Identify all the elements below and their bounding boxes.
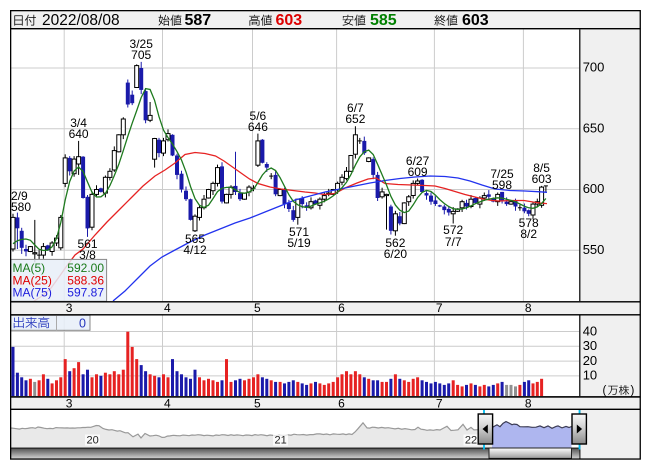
svg-text:7: 7 [436, 301, 443, 315]
svg-text:700: 700 [583, 60, 605, 75]
svg-text:571: 571 [289, 225, 309, 239]
svg-text:650: 650 [583, 121, 605, 136]
svg-text:4: 4 [164, 301, 171, 315]
svg-text:4/12: 4/12 [183, 243, 207, 257]
svg-text:8: 8 [525, 397, 532, 411]
svg-text:20: 20 [86, 435, 98, 447]
svg-text:565: 565 [185, 232, 205, 246]
svg-text:6: 6 [338, 397, 345, 411]
svg-text:MA(25): MA(25) [13, 274, 52, 288]
svg-text:0: 0 [79, 316, 86, 330]
svg-text:3/25: 3/25 [130, 37, 154, 51]
svg-text:22: 22 [465, 435, 477, 447]
svg-text:5/19: 5/19 [287, 236, 311, 250]
svg-text:6/7: 6/7 [347, 101, 364, 115]
svg-text:7/7: 7/7 [445, 235, 462, 249]
svg-text:30: 30 [583, 338, 597, 353]
svg-text:(: ( [603, 385, 607, 397]
svg-text:562: 562 [385, 236, 405, 250]
svg-text:5/6: 5/6 [250, 109, 267, 123]
svg-text:21: 21 [274, 435, 286, 447]
svg-text:592.00: 592.00 [67, 261, 104, 275]
svg-text:578: 578 [519, 216, 539, 230]
svg-text:3/8: 3/8 [79, 248, 96, 262]
svg-text:603: 603 [462, 12, 489, 29]
svg-text:3: 3 [66, 397, 73, 411]
svg-text:646: 646 [248, 120, 268, 134]
svg-text:20: 20 [583, 353, 597, 368]
svg-text:40: 40 [583, 323, 597, 338]
svg-text:4: 4 [164, 397, 171, 411]
svg-text:6/20: 6/20 [384, 247, 408, 261]
svg-text:3: 3 [66, 301, 73, 315]
svg-text:8: 8 [525, 301, 532, 315]
svg-text:): ) [631, 385, 635, 397]
svg-text:2022/08/08: 2022/08/08 [42, 12, 120, 29]
svg-text:652: 652 [345, 112, 365, 126]
svg-text:597.87: 597.87 [67, 286, 104, 300]
svg-text:6/27: 6/27 [406, 154, 430, 168]
svg-text:600: 600 [583, 181, 605, 196]
svg-text:603: 603 [532, 172, 552, 186]
svg-text:3/4: 3/4 [70, 116, 87, 130]
svg-text:7/25: 7/25 [490, 167, 514, 181]
svg-text:587: 587 [185, 12, 212, 29]
svg-text:561: 561 [77, 237, 97, 251]
svg-text:8/5: 8/5 [533, 161, 550, 175]
svg-text:580: 580 [11, 200, 31, 214]
svg-text:8/2: 8/2 [520, 227, 537, 241]
svg-text:598: 598 [492, 178, 512, 192]
svg-text:640: 640 [69, 127, 89, 141]
svg-text:2/9: 2/9 [11, 189, 28, 203]
svg-text:550: 550 [583, 242, 605, 257]
svg-text:603: 603 [276, 12, 303, 29]
svg-text:7: 7 [436, 397, 443, 411]
svg-text:609: 609 [408, 165, 428, 179]
svg-text:MA(5): MA(5) [13, 261, 46, 275]
svg-text:705: 705 [131, 48, 151, 62]
svg-text:5: 5 [254, 301, 261, 315]
svg-text:5: 5 [254, 397, 261, 411]
svg-text:585: 585 [370, 12, 397, 29]
svg-text:588.36: 588.36 [67, 274, 104, 288]
svg-text:572: 572 [443, 223, 463, 237]
svg-text:10: 10 [583, 368, 597, 383]
svg-text:6: 6 [338, 301, 345, 315]
svg-text:MA(75): MA(75) [13, 286, 52, 300]
